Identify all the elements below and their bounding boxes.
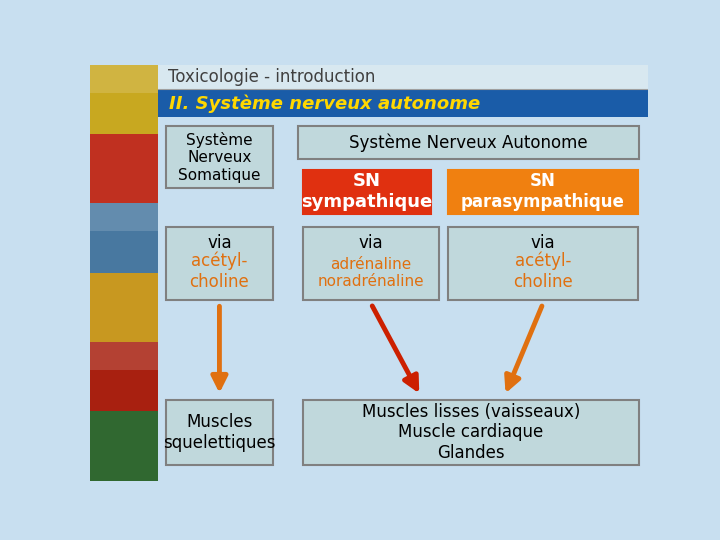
- Bar: [303, 400, 639, 465]
- Text: Toxicologie - introduction: Toxicologie - introduction: [168, 68, 375, 86]
- Bar: [303, 170, 431, 214]
- Bar: [166, 226, 273, 300]
- Bar: [166, 126, 273, 188]
- Text: II. Système nerveux autonome: II. Système nerveux autonome: [169, 94, 480, 112]
- Text: via: via: [207, 234, 232, 252]
- Text: Système Nerveux Autonome: Système Nerveux Autonome: [349, 133, 588, 152]
- Bar: [303, 226, 438, 300]
- Text: Muscles
squelettiques: Muscles squelettiques: [163, 413, 276, 452]
- Bar: [90, 65, 158, 92]
- Text: SN
parasympathique: SN parasympathique: [461, 172, 625, 211]
- Text: Muscles lisses (vaisseaux)
Muscle cardiaque
Glandes: Muscles lisses (vaisseaux) Muscle cardia…: [361, 403, 580, 462]
- Bar: [158, 90, 648, 117]
- Bar: [158, 65, 648, 90]
- Bar: [158, 117, 648, 481]
- Bar: [297, 126, 639, 159]
- Bar: [90, 342, 158, 370]
- Bar: [90, 411, 158, 481]
- Bar: [166, 400, 273, 465]
- Bar: [90, 342, 158, 411]
- Bar: [90, 65, 158, 134]
- Bar: [90, 204, 158, 273]
- Text: adrénaline
noradrénaline: adrénaline noradrénaline: [318, 256, 424, 289]
- Text: SN
sympathique: SN sympathique: [302, 172, 433, 211]
- Bar: [448, 226, 638, 300]
- Text: acétyl-
choline: acétyl- choline: [513, 252, 573, 291]
- Bar: [90, 134, 158, 204]
- Text: acétyl-
choline: acétyl- choline: [189, 252, 249, 291]
- Bar: [90, 273, 158, 342]
- Text: via: via: [359, 234, 383, 252]
- Bar: [448, 170, 638, 214]
- Text: Système
Nerveux
Somatique: Système Nerveux Somatique: [178, 132, 261, 183]
- Text: via: via: [531, 234, 555, 252]
- Bar: [90, 204, 158, 231]
